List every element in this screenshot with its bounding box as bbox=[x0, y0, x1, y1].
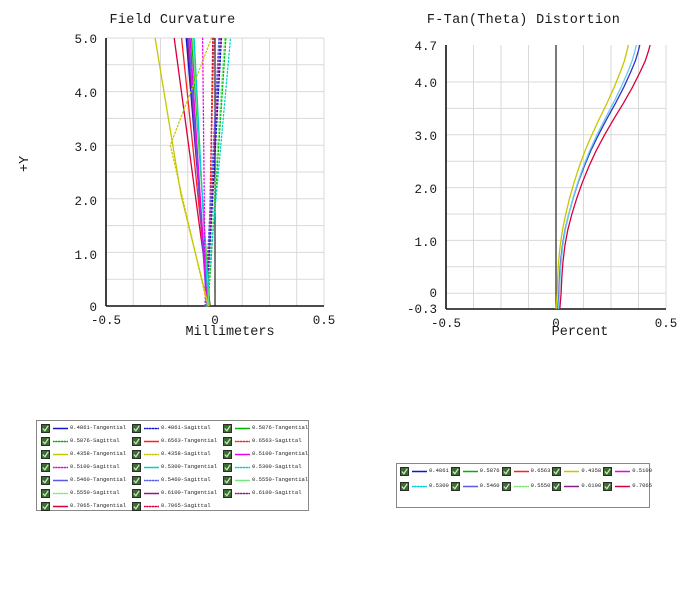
svg-text:0.5: 0.5 bbox=[313, 314, 336, 328]
svg-text:0: 0 bbox=[552, 317, 560, 331]
svg-text:4.0: 4.0 bbox=[74, 87, 97, 101]
svg-text:4.7: 4.7 bbox=[414, 40, 437, 54]
svg-text:0.5: 0.5 bbox=[655, 317, 678, 331]
svg-text:-0.3: -0.3 bbox=[407, 303, 437, 317]
svg-text:0: 0 bbox=[89, 301, 97, 315]
svg-text:1.0: 1.0 bbox=[414, 236, 437, 250]
svg-text:4.0: 4.0 bbox=[414, 77, 437, 91]
svg-text:0: 0 bbox=[429, 287, 437, 301]
svg-text:3.0: 3.0 bbox=[414, 130, 437, 144]
svg-text:1.0: 1.0 bbox=[74, 249, 97, 263]
svg-text:-0.5: -0.5 bbox=[91, 314, 121, 328]
svg-text:2.0: 2.0 bbox=[74, 195, 97, 209]
svg-text:-0.5: -0.5 bbox=[431, 317, 461, 331]
svg-text:2.0: 2.0 bbox=[414, 183, 437, 197]
svg-text:3.0: 3.0 bbox=[74, 141, 97, 155]
svg-text:5.0: 5.0 bbox=[74, 33, 97, 47]
svg-text:0: 0 bbox=[211, 314, 219, 328]
